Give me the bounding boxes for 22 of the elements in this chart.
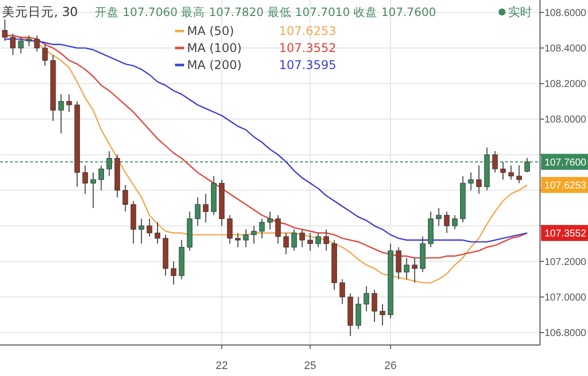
- text: 开盘 107.7060 最高 107.7820 最低 107.7010 收盘 107.7600: [95, 5, 436, 19]
- x-tick-label: 26: [384, 360, 397, 372]
- x-tick-label: 22: [216, 360, 228, 372]
- legend-label: MA (100): [187, 41, 242, 55]
- chart-title: 美元日元, 30: [2, 4, 78, 19]
- text: 107.6253: [544, 180, 587, 192]
- y-tick-label: 106.8000: [544, 328, 587, 340]
- ref-line-label: 107.7600: [544, 157, 587, 168]
- legend-label: MA (200): [187, 58, 242, 72]
- y-tick-label: 108.4000: [544, 44, 587, 55]
- y-tick-label: 107.0000: [544, 292, 587, 304]
- y-tick-label: 108.2000: [544, 79, 587, 90]
- annotation: 107.3595: [279, 58, 336, 72]
- legend-label: MA (50): [187, 24, 234, 38]
- annotation: 107.6253: [279, 24, 336, 38]
- text: 107.3552: [544, 228, 587, 240]
- annotation: 实时: [508, 5, 532, 19]
- x-tick-label: 25: [304, 360, 316, 372]
- y-tick-label: 107.2000: [544, 256, 587, 268]
- y-tick-label: 108.0000: [544, 114, 587, 126]
- annotation: 107.3552: [279, 41, 336, 55]
- y-tick-label: 108.6000: [544, 8, 587, 19]
